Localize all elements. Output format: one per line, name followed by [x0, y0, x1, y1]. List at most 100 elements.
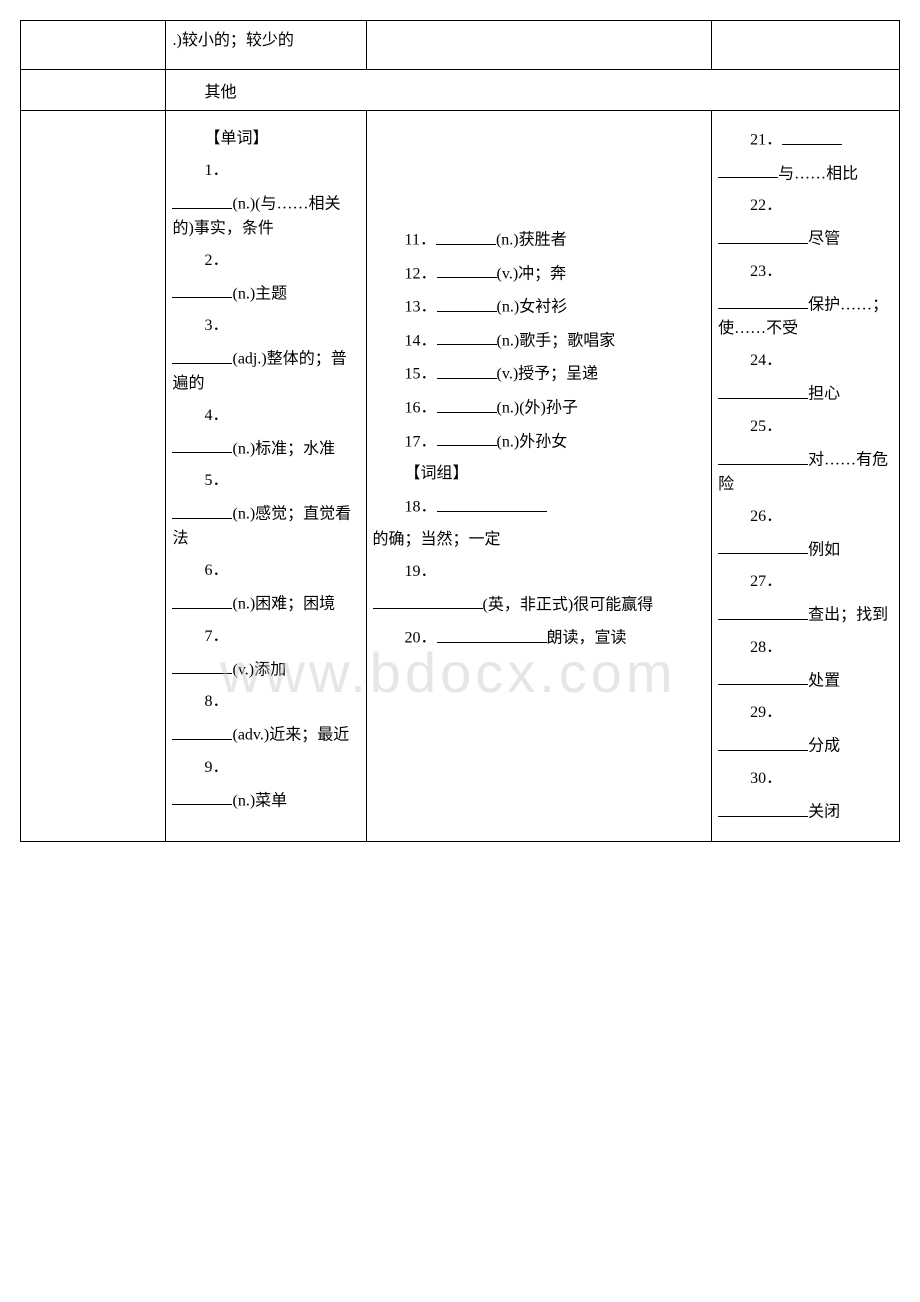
item-26-line: 例如: [718, 537, 893, 563]
item-18: 18．: [373, 494, 706, 520]
item-18-num: 18．: [405, 499, 437, 516]
blank: [172, 346, 232, 364]
item-6: 6．: [172, 559, 359, 583]
document-container: www.bdocx.com .)较小的；较少的 其他 【单词】 1．: [20, 20, 900, 842]
blank: [718, 668, 808, 686]
item-13-num: 13．: [405, 299, 437, 316]
item-27: 27．: [718, 570, 893, 594]
item-20: 20．朗读，宣读: [373, 625, 706, 651]
item-4-hint: (n.)标准；水准: [232, 440, 335, 457]
column-3: 21． 与……相比 22． 尽管 23． 保护……；使……不受: [712, 111, 900, 842]
item-15: 15．(v.)授予；呈递: [373, 361, 706, 387]
item-1-num: 1．: [204, 162, 228, 179]
item-21-hint: 与……相比: [778, 165, 858, 182]
item-1-line: (n.)(与……相关的)事实，条件: [172, 191, 359, 241]
item-11-hint: (n.)获胜者: [496, 232, 567, 249]
item-3-line: (adj.)整体的；普遍的: [172, 346, 359, 396]
blank: [172, 722, 232, 740]
section-label-empty: [21, 70, 166, 111]
item-23-line: 保护……；使……不受: [718, 292, 893, 342]
item-28-num: 28．: [750, 639, 782, 656]
item-28-line: 处置: [718, 668, 893, 694]
blank: [718, 799, 808, 817]
blank: [373, 592, 483, 610]
blank: [718, 161, 778, 179]
blank: [718, 381, 808, 399]
item-30: 30．: [718, 767, 893, 791]
blank: [782, 127, 842, 145]
section-header-row: 其他: [21, 70, 900, 111]
label-cell-empty: [21, 21, 166, 70]
item-9-num: 9．: [204, 759, 228, 776]
item-28: 28．: [718, 636, 893, 660]
item-8: 8．: [172, 690, 359, 714]
blank: [172, 281, 232, 299]
item-2-num: 2．: [204, 252, 228, 269]
item-19-line: (英，非正式)很可能赢得: [373, 592, 706, 618]
item-22-hint: 尽管: [808, 231, 840, 248]
item-11-num: 11．: [405, 232, 436, 249]
item-2-hint: (n.)主题: [232, 285, 287, 302]
item-19: 19．: [373, 560, 706, 584]
item-12: 12．(v.)冲；奔: [373, 261, 706, 287]
blank: [437, 395, 497, 413]
blank: [718, 226, 808, 244]
item-5-num: 5．: [204, 472, 228, 489]
item-25: 25．: [718, 415, 893, 439]
blank: [437, 261, 497, 279]
item-17: 17． (n.)外孙女: [373, 429, 706, 455]
blank: [172, 501, 232, 519]
blank: [172, 436, 232, 454]
item-2: 2．: [172, 249, 359, 273]
item-11: 11． (n.)获胜者: [373, 227, 706, 253]
item-13: 13．(n.)女衬衫: [373, 294, 706, 320]
item-30-hint: 关闭: [808, 804, 840, 821]
content-row: 【单词】 1． (n.)(与……相关的)事实，条件 2． (n.)主题 3．: [21, 111, 900, 842]
blank: [718, 292, 808, 310]
item-27-num: 27．: [750, 573, 782, 590]
column-1: 【单词】 1． (n.)(与……相关的)事实，条件 2． (n.)主题 3．: [166, 111, 366, 842]
item-24: 24．: [718, 349, 893, 373]
item-8-hint: (adv.)近来；最近: [232, 727, 349, 744]
item-19-num: 19．: [405, 563, 437, 580]
danci-label: 【单词】: [172, 127, 359, 151]
item-7-num: 7．: [204, 628, 228, 645]
item-25-num: 25．: [750, 418, 782, 435]
item-21-line: 与……相比: [718, 161, 893, 187]
item-22-line: 尽管: [718, 226, 893, 252]
item-4-num: 4．: [204, 407, 228, 424]
item-30-line: 关闭: [718, 799, 893, 825]
item-17-hint: (n.)外孙女: [497, 433, 568, 450]
item-9: 9．: [172, 756, 359, 780]
item-29-num: 29．: [750, 704, 782, 721]
item-12-hint: (v.)冲；奔: [497, 265, 567, 282]
item-17-num: 17．: [405, 433, 437, 450]
column-2: 11． (n.)获胜者 12．(v.)冲；奔 13．(n.)女衬衫 14． (n.)…: [366, 111, 712, 842]
content-label-empty: [21, 111, 166, 842]
item-24-line: 担心: [718, 381, 893, 407]
item-14-num: 14．: [405, 332, 437, 349]
item-27-line: 查出；找到: [718, 602, 893, 628]
top-fragment-cell: .)较小的；较少的: [166, 21, 366, 70]
item-24-num: 24．: [750, 352, 782, 369]
item-24-hint: 担心: [808, 386, 840, 403]
item-7-hint: (v.)添加: [232, 661, 286, 678]
item-15-hint: (v.)授予；呈递: [497, 366, 599, 383]
blank: [172, 788, 232, 806]
blank: [436, 227, 496, 245]
blank: [172, 191, 232, 209]
item-16-num: 16．: [405, 400, 437, 417]
blank: [437, 494, 547, 512]
main-table: .)较小的；较少的 其他 【单词】 1． (n.)(与……相关的)事实，条件: [20, 20, 900, 842]
item-30-num: 30．: [750, 770, 782, 787]
item-3-num: 3．: [204, 317, 228, 334]
top-row: .)较小的；较少的: [21, 21, 900, 70]
item-2-line: (n.)主题: [172, 281, 359, 307]
blank: [718, 537, 808, 555]
item-22: 22．: [718, 194, 893, 218]
item-29-hint: 分成: [808, 738, 840, 755]
blank: [437, 361, 497, 379]
top-fragment-text: .)较小的；较少的: [172, 29, 359, 53]
section-header-cell: 其他: [166, 70, 900, 111]
blank: [437, 429, 497, 447]
